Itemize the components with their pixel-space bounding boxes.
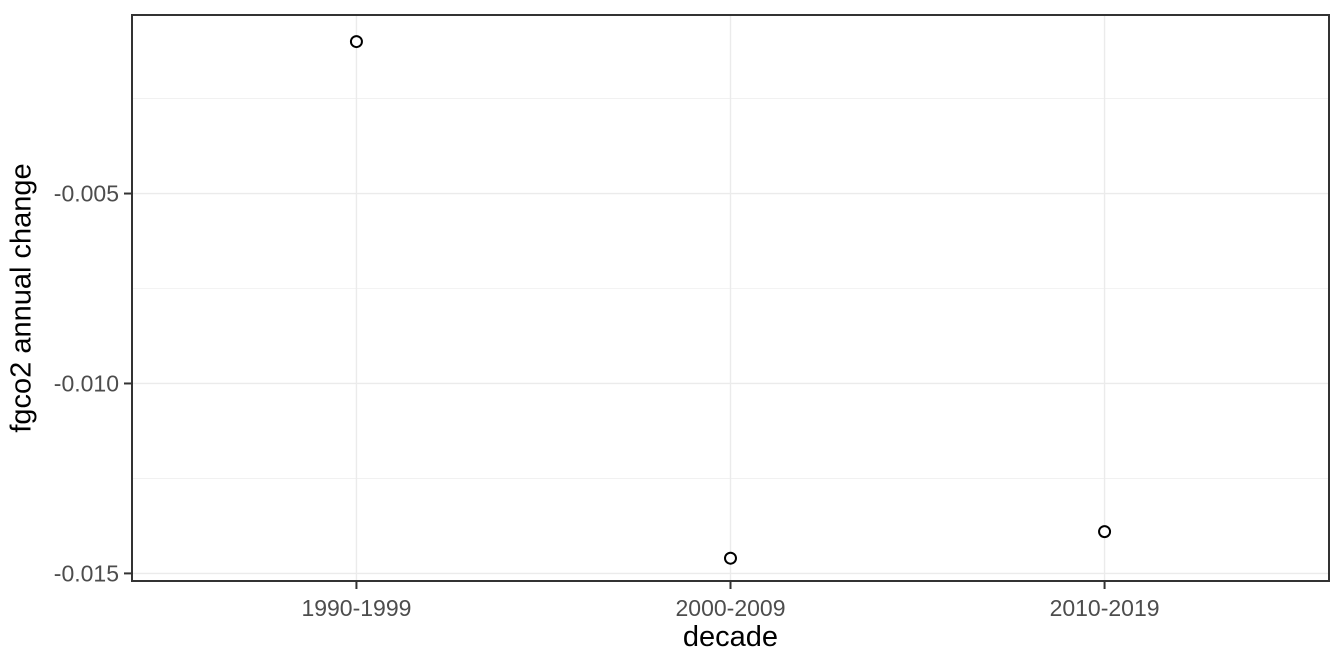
y-axis-title: fgco2 annual change (5, 163, 38, 433)
y-tick-label: -0.015 (54, 560, 119, 586)
data-point (349, 35, 363, 49)
x-tick-label: 2010-2019 (1050, 595, 1160, 621)
y-tick-label: -0.010 (54, 370, 119, 396)
y-tick-label: -0.005 (54, 181, 119, 207)
data-point (724, 551, 737, 565)
data-point (1098, 525, 1112, 539)
x-axis-title: decade (682, 621, 779, 653)
x-tick-label: 2000-2009 (676, 595, 786, 621)
x-tick-label: 1990-1999 (301, 595, 411, 621)
